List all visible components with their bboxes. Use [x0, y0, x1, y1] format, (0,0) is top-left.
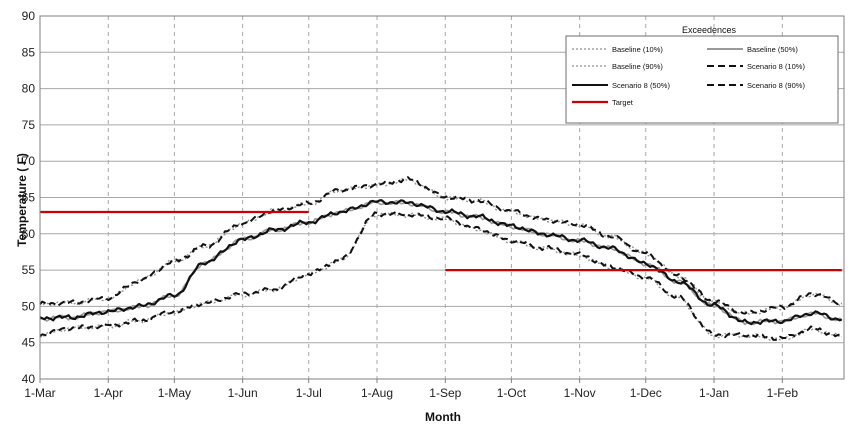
legend: Exceedences Baseline (10%) Baseline (50%)…: [565, 25, 839, 124]
x-tick-label: 1-Jun: [228, 386, 258, 400]
y-tick-label: 40: [22, 372, 36, 386]
series-baseline-90-line: [39, 211, 842, 342]
series-scenario-8-90-line: [39, 210, 843, 341]
y-tick-label: 75: [22, 118, 36, 132]
legend-title: Exceedences: [682, 25, 737, 35]
x-tick-label: 1-Aug: [361, 386, 393, 400]
x-tick-label: 1-Oct: [497, 386, 527, 400]
y-tick-label: 50: [22, 299, 36, 313]
plot-area-border: [39, 15, 845, 380]
series-scenario-8-10-line: [39, 176, 843, 315]
y-tick-label: 70: [22, 154, 36, 168]
x-tick-label: 1-Feb: [767, 386, 799, 400]
y-tick-label: 45: [22, 336, 36, 350]
series-scenario-8-50-line: [39, 199, 843, 326]
x-tick-label: 1-Apr: [94, 386, 123, 400]
x-axis-ticks: 1-Mar 1-Apr 1-May 1-Jun 1-Jul 1-Aug 1-Sep 1-Oct…: [24, 379, 798, 400]
x-tick-label: 1-Mar: [24, 386, 55, 400]
x-tick-label: 1-May: [158, 386, 191, 400]
legend-box: [565, 35, 839, 124]
y-axis-title: Temperature ( F): [15, 153, 29, 247]
y-tick-label: 85: [22, 45, 36, 59]
series-baseline-10-line: [39, 177, 843, 315]
x-tick-label: 1-Dec: [630, 386, 662, 400]
legend-label-scenario-8-90: Scenario 8 (90%): [747, 81, 805, 90]
y-tick-label: 80: [22, 82, 36, 96]
y-tick-label: 55: [22, 263, 36, 277]
legend-label-baseline-10: Baseline (10%): [612, 45, 663, 54]
series-lines: [39, 176, 843, 342]
y-tick-label: 60: [22, 227, 36, 241]
y-tick-label: 90: [22, 9, 36, 23]
legend-label-baseline-50: Baseline (50%): [747, 45, 798, 54]
x-tick-label: 1-Nov: [564, 386, 596, 400]
legend-label-target: Target: [612, 98, 634, 107]
x-tick-label: 1-Jul: [296, 386, 322, 400]
legend-label-scenario-8-10: Scenario 8 (10%): [747, 62, 805, 71]
legend-label-scenario-8-50: Scenario 8 (50%): [612, 81, 670, 90]
legend-items: Baseline (10%) Baseline (50%) Baseline (90…: [572, 45, 805, 107]
x-tick-label: 1-Sep: [429, 386, 461, 400]
legend-label-baseline-90: Baseline (90%): [612, 62, 663, 71]
y-axis-ticks: 40 45 50 55 60 65 70 75 80 85 90: [22, 9, 36, 386]
x-tick-label: 1-Jan: [699, 386, 729, 400]
x-axis-title: Month: [425, 410, 461, 424]
y-tick-label: 65: [22, 191, 36, 205]
